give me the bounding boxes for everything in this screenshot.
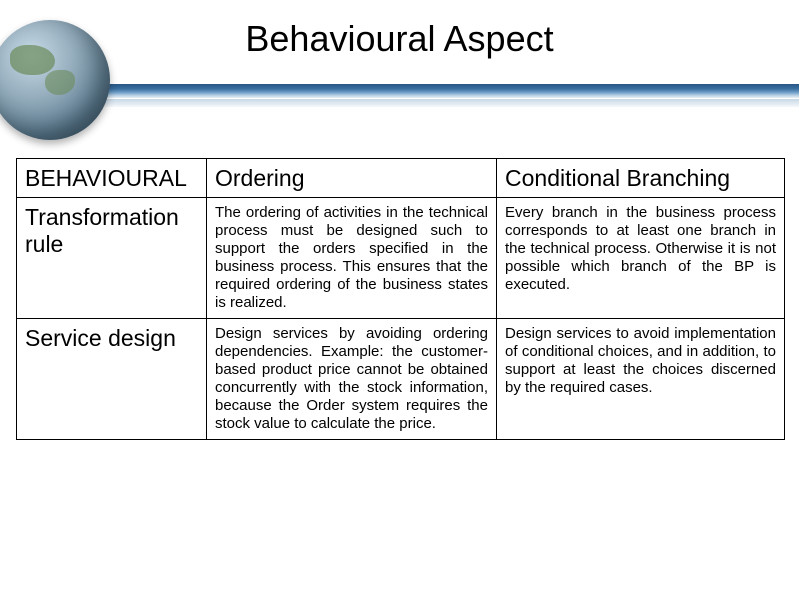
cell-transformation-ordering: The ordering of activities in the techni… bbox=[207, 198, 497, 319]
slide-title: Behavioural Aspect bbox=[0, 18, 799, 60]
row-label-service: Service design bbox=[17, 319, 207, 440]
cell-service-conditional: Design services to avoid implementation … bbox=[497, 319, 785, 440]
cell-transformation-conditional: Every branch in the business process cor… bbox=[497, 198, 785, 319]
header-ordering: Ordering bbox=[207, 159, 497, 198]
table-row: Transformation rule The ordering of acti… bbox=[17, 198, 785, 319]
divider-bar bbox=[90, 84, 799, 98]
behavioural-table: BEHAVIOURAL Ordering Conditional Branchi… bbox=[16, 158, 785, 440]
table-row: Service design Design services by avoidi… bbox=[17, 319, 785, 440]
content-table: BEHAVIOURAL Ordering Conditional Branchi… bbox=[16, 158, 784, 440]
header-aspect: BEHAVIOURAL bbox=[17, 159, 207, 198]
table-header-row: BEHAVIOURAL Ordering Conditional Branchi… bbox=[17, 159, 785, 198]
row-label-transformation: Transformation rule bbox=[17, 198, 207, 319]
header-conditional: Conditional Branching bbox=[497, 159, 785, 198]
cell-service-ordering: Design services by avoiding ordering dep… bbox=[207, 319, 497, 440]
slide: Behavioural Aspect BEHAVIOURAL Ordering … bbox=[0, 0, 799, 598]
